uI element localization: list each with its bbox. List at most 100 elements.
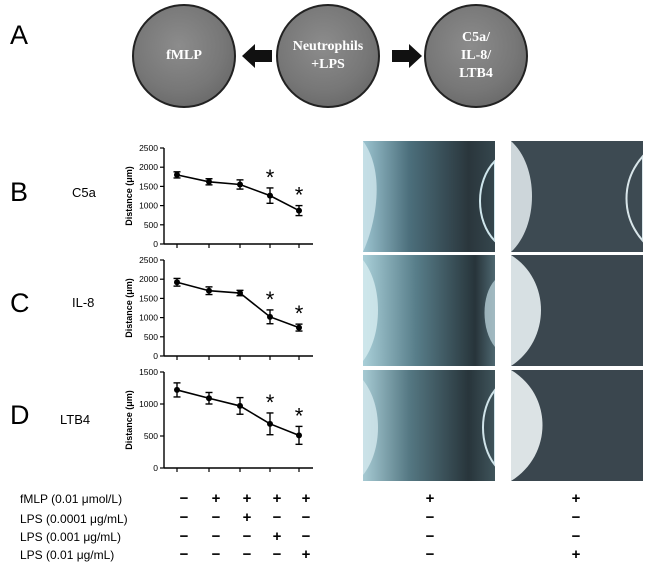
data-point <box>206 395 212 402</box>
table-label-lps-0001: LPS (0.001 μg/mL) <box>20 530 121 544</box>
y-tick-label: 1500 <box>139 293 158 303</box>
table-symbol: + <box>571 546 581 563</box>
lps-label: +LPS <box>311 57 345 72</box>
chart-c5a: 0 500 1000 1500 2000 2500 Distance (μm) * * <box>124 143 313 249</box>
data-point <box>237 402 243 409</box>
panel-letter-a: A <box>10 20 29 50</box>
chart-il8: 0 500 1000 1500 2000 2500 Distance (μm) * * <box>124 255 313 361</box>
table-label-fmlp: fMLP (0.01 μmol/L) <box>20 492 123 506</box>
significance-star: * <box>266 287 275 312</box>
y-axis-label: Distance (μm) <box>124 390 134 450</box>
table-symbol: − <box>571 528 581 545</box>
left-arrow-icon <box>242 44 272 68</box>
y-tick-label: 2000 <box>139 274 158 284</box>
table-symbol: + <box>301 546 311 563</box>
data-point <box>267 420 273 427</box>
table-symbol: − <box>425 509 435 526</box>
series-line <box>176 281 300 329</box>
y-tick-label: 0 <box>153 463 158 473</box>
y-axis-label: Distance (μm) <box>124 166 134 226</box>
table-symbol: − <box>301 509 311 526</box>
y-tick-label: 1500 <box>139 367 158 377</box>
data-point <box>206 178 212 185</box>
y-tick-label: 0 <box>153 351 158 361</box>
y-tick-label: 0 <box>153 239 158 249</box>
data-point <box>296 432 302 439</box>
table-symbol: − <box>179 528 189 545</box>
table-symbol: − <box>301 528 311 545</box>
data-point <box>267 192 273 199</box>
table-symbol: − <box>272 546 282 563</box>
table-symbol: − <box>179 490 189 507</box>
y-tick-label: 500 <box>144 332 158 342</box>
table-symbol: + <box>425 490 435 507</box>
table-symbol: + <box>242 509 252 526</box>
table-label-lps-001: LPS (0.01 μg/mL) <box>20 548 115 562</box>
significance-star: * <box>266 390 275 415</box>
data-point <box>237 290 243 297</box>
data-point <box>174 279 180 286</box>
chart-ltb4: 0 500 1000 1500 Distance (μm) * * <box>124 367 313 473</box>
table-symbol: − <box>211 528 221 545</box>
data-point <box>206 287 212 294</box>
significance-star: * <box>266 165 275 190</box>
table-symbol: + <box>571 490 581 507</box>
data-point <box>174 386 180 393</box>
y-tick-label: 1000 <box>139 201 158 211</box>
table-symbol: − <box>425 546 435 563</box>
table-symbol: − <box>179 546 189 563</box>
table-symbol: − <box>242 546 252 563</box>
micro-ltb4-fmlp <box>363 370 495 481</box>
y-tick-label: 500 <box>144 431 158 441</box>
table-label-lps-00001: LPS (0.0001 μg/mL) <box>20 512 128 526</box>
data-point <box>267 313 273 320</box>
significance-star: * <box>295 301 304 326</box>
table-symbol: + <box>272 490 282 507</box>
y-tick-label: 2000 <box>139 162 158 172</box>
neutrophils-circle: Neutrophils +LPS <box>276 4 380 108</box>
table-symbol: + <box>211 490 221 507</box>
table-symbol: − <box>242 528 252 545</box>
table-symbol: − <box>425 528 435 545</box>
significance-star: * <box>295 403 304 428</box>
data-point <box>174 171 180 178</box>
y-tick-label: 1000 <box>139 313 158 323</box>
row-label-c5a: C5a <box>72 185 96 200</box>
y-tick-label: 500 <box>144 220 158 230</box>
table-symbol: − <box>179 509 189 526</box>
neutrophils-label: Neutrophils <box>292 39 364 54</box>
panel-letter-d: D <box>10 400 30 430</box>
y-tick-label: 1000 <box>139 399 158 409</box>
c5a-slash-label: C5a/ <box>461 30 490 45</box>
table-symbol: − <box>272 509 282 526</box>
data-point <box>296 324 302 331</box>
micro-il8-fmlp-lps <box>511 255 643 366</box>
fmlp-label: fMLP <box>166 48 202 63</box>
ltb4-slash-label: LTB4 <box>459 66 493 81</box>
il8-slash-label: IL-8/ <box>460 48 492 63</box>
micro-ltb4-fmlp-lps <box>511 370 643 481</box>
micro-c5a-fmlp-lps <box>511 141 643 252</box>
series-line <box>176 389 300 437</box>
y-tick-label: 2500 <box>139 143 158 153</box>
right-arrow-icon <box>392 44 422 68</box>
data-point <box>237 181 243 188</box>
data-point <box>296 207 302 214</box>
chemoattractant-circle: C5a/ IL-8/ LTB4 <box>424 4 528 108</box>
table-symbol: − <box>211 546 221 563</box>
y-tick-label: 1500 <box>139 181 158 191</box>
fmlp-circle: fMLP <box>132 4 236 108</box>
panel-letter-b: B <box>10 177 29 207</box>
table-symbol: + <box>272 528 282 545</box>
y-tick-label: 2500 <box>139 255 158 265</box>
micro-c5a-fmlp <box>363 141 495 252</box>
table-symbol: − <box>211 509 221 526</box>
table-symbol: + <box>242 490 252 507</box>
significance-star: * <box>295 183 304 208</box>
table-symbol: + <box>301 490 311 507</box>
row-label-ltb4: LTB4 <box>60 412 91 427</box>
micro-il8-fmlp <box>363 255 495 366</box>
panel-letter-c: C <box>10 288 30 318</box>
row-label-il8: IL-8 <box>72 295 95 310</box>
y-axis-label: Distance (μm) <box>124 278 134 338</box>
